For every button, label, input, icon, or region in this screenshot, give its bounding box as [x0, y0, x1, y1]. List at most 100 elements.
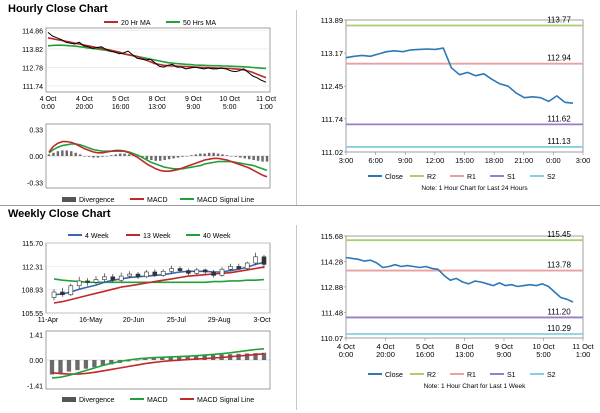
hourly-macd-divergence-bar	[61, 150, 64, 156]
hourly-price-series-50-hrs-ma	[47, 44, 267, 70]
hourly-pivot-x-tick-3: 12:00	[425, 156, 444, 165]
hourly-pivot-note: Note: 1 Hour Chart for Last 24 Hours	[421, 185, 528, 192]
weekly-section-title: Weekly Close Chart	[8, 208, 111, 220]
hourly-pivot-legend-s1-label: S1	[507, 174, 516, 181]
weekly-pivot-x-tick-time-6: 1:00	[576, 350, 591, 359]
weekly-pivot-y-tick-1: 114.28	[321, 257, 343, 266]
section-divider	[0, 205, 600, 206]
weekly-macd-legend-signal-label: MACD Signal Line	[197, 397, 254, 404]
hourly-macd-divergence-bar	[96, 156, 100, 158]
weekly-macd-signal-line	[51, 353, 265, 375]
weekly-pivot-close-line	[345, 256, 574, 303]
hourly-macd-divergence-bar	[78, 154, 82, 156]
hourly-macd-divergence-bar	[123, 153, 126, 156]
weekly-price-legend-4week-label: 4 Week	[85, 233, 109, 240]
hourly-macd-divergence-bar	[194, 154, 198, 156]
hourly-price-x-tick-time-6: 1:00	[259, 104, 273, 111]
hourly-macd-divergence-bar	[47, 154, 51, 156]
hourly-price-x-tick-2: 5 Oct	[112, 96, 129, 103]
weekly-macd-divergence-bar	[236, 353, 241, 360]
weekly-price-candle-body	[51, 291, 57, 298]
weekly-pivot-level-label-r1: 113.78	[547, 261, 571, 270]
weekly-price-y-tick-0: 115.70	[22, 241, 43, 248]
hourly-price-series-price	[47, 32, 267, 83]
weekly-price-candle-body	[110, 276, 116, 281]
weekly-pivot-chart: 115.68 114.28 112.88 111.48 110.07 115.45 113.…	[321, 230, 595, 390]
hourly-macd-divergence-bar	[172, 156, 175, 159]
weekly-price-candle-body	[202, 269, 208, 273]
hourly-macd-divergence-bar	[136, 156, 140, 157]
hourly-macd-legend-macd-label: MACD	[147, 197, 168, 204]
hourly-price-x-tick-time-1: 20:00	[76, 104, 94, 111]
weekly-column-divider	[296, 225, 297, 410]
weekly-macd-divergence-bar	[58, 360, 63, 374]
weekly-pivot-y-tick-0: 115.68	[321, 232, 343, 241]
weekly-price-candle-body	[228, 266, 233, 270]
hourly-pivot-y-tick-3: 111.74	[321, 115, 343, 124]
weekly-pivot-frame	[345, 235, 584, 339]
weekly-price-y-tick-1: 112.31	[22, 264, 43, 271]
weekly-price-x-tick-0: 11-Apr	[38, 317, 59, 324]
hourly-section-title: Hourly Close Chart	[8, 3, 108, 15]
weekly-macd-line	[51, 348, 265, 379]
hourly-pivot-x-tick-7: 0:00	[546, 156, 561, 165]
hourly-macd-divergence-bar	[110, 155, 113, 156]
hourly-macd-divergence-bar	[212, 152, 215, 156]
hourly-macd-divergence-bar	[118, 153, 122, 156]
weekly-price-x-tick-5: 3-Oct	[253, 317, 270, 324]
weekly-price-candle-body	[211, 271, 216, 276]
hourly-pivot-frame	[345, 19, 584, 153]
hourly-macd-y-tick-1: 0.00	[29, 154, 43, 161]
weekly-pivot-x-tick-time-1: 20:00	[376, 350, 395, 359]
hourly-macd-divergence-bar	[203, 153, 206, 156]
weekly-pivot-x-tick-5: 10 Oct	[532, 342, 555, 351]
weekly-price-y-tick-3: 105.55	[22, 311, 44, 318]
hourly-price-x-tick-5: 10 Oct	[219, 96, 240, 103]
weekly-macd-divergence-bar	[134, 360, 139, 361]
hourly-macd-divergence-bar	[239, 156, 242, 158]
hourly-macd-legend-divergence-label: Divergence	[79, 197, 115, 204]
hourly-price-y-tick-0: 114.86	[22, 28, 43, 35]
weekly-price-candle-body	[152, 271, 158, 276]
weekly-macd-y-tick-2: -1.41	[27, 384, 43, 391]
hourly-price-x-tick-time-3: 13:00	[148, 104, 166, 111]
hourly-macd-y-tick-0: 0.33	[29, 128, 43, 135]
hourly-macd-divergence-bar	[199, 153, 202, 156]
weekly-price-candle-body	[144, 271, 149, 278]
weekly-macd-divergence-bar	[160, 357, 165, 360]
weekly-pivot-note: Note: 1 Hour Chart for Last 1 Week	[424, 383, 527, 390]
weekly-price-candle-body	[118, 275, 124, 281]
hourly-macd-chart: 0.33 0.00 -0.33 Divergence MACD MACD Signal L…	[27, 123, 271, 204]
hourly-price-y-tick-2: 112.78	[22, 65, 43, 72]
weekly-pivot-y-tick-2: 112.88	[321, 283, 343, 292]
weekly-price-x-tick-4: 29-Aug	[208, 317, 231, 324]
hourly-macd-divergence-bar	[92, 156, 95, 158]
hourly-macd-legend-divergence-swatch	[62, 197, 76, 202]
weekly-macd-divergence-bar	[168, 356, 173, 360]
weekly-price-candle-body	[135, 273, 141, 278]
hourly-macd-divergence-bar	[207, 152, 211, 156]
hourly-macd-divergence-bar	[158, 156, 162, 161]
hourly-macd-divergence-bar	[181, 156, 184, 157]
hourly-macd-legend-signal-label: MACD Signal Line	[197, 197, 254, 204]
weekly-price-candle-body	[169, 268, 174, 272]
weekly-pivot-x-tick-time-2: 16:00	[416, 350, 435, 359]
hourly-macd-divergence-bar	[145, 156, 149, 160]
hourly-macd-y-tick-2: -0.33	[27, 180, 43, 187]
hourly-macd-divergence-bar	[167, 156, 171, 160]
weekly-pivot-x-tick-time-0: 0:00	[339, 350, 354, 359]
weekly-pivot-legend-r2-label: R2	[427, 372, 436, 379]
hourly-macd-divergence-bar	[243, 156, 246, 159]
weekly-macd-legend-macd-label: MACD	[147, 397, 168, 404]
weekly-pivot-x-tick-time-3: 13:00	[455, 350, 474, 359]
hourly-price-x-tick-1: 4 Oct	[76, 96, 93, 103]
hourly-pivot-y-tick-1: 113.17	[321, 49, 343, 58]
hourly-macd-divergence-bar	[256, 156, 260, 161]
hourly-macd-divergence-bar	[261, 156, 264, 162]
weekly-price-candle-body	[68, 285, 74, 296]
weekly-pivot-level-label-s1: 111.20	[547, 307, 571, 316]
hourly-macd-divergence-bar	[234, 156, 238, 157]
weekly-macd-divergence-bar	[75, 360, 80, 371]
hourly-macd-divergence-bar	[190, 155, 193, 156]
